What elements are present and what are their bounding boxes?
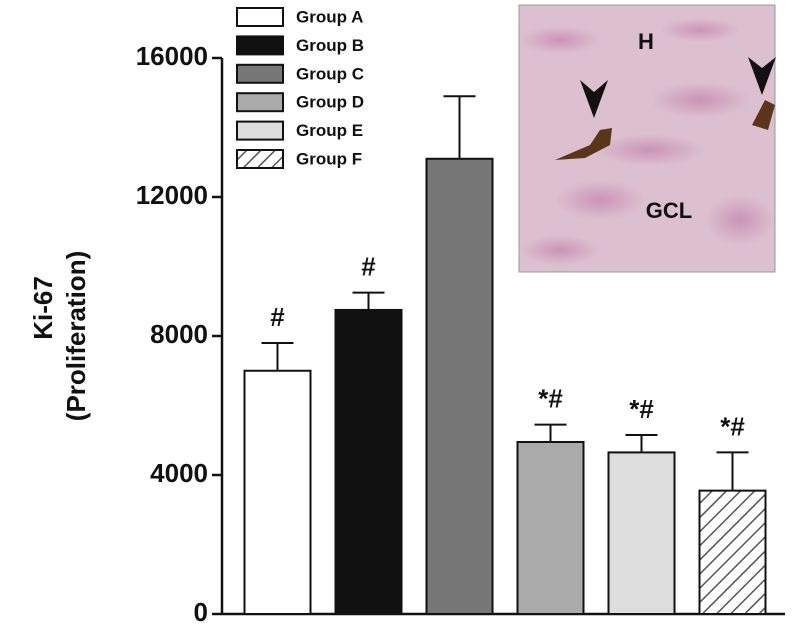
legend-swatch	[236, 35, 284, 56]
annotation: *#	[538, 383, 563, 413]
y-tick-label: 12000	[136, 180, 208, 210]
error-bar	[352, 291, 385, 310]
y-axis-label: (Proliferation)	[61, 251, 91, 421]
inset-label: H	[638, 29, 654, 54]
error-bar	[534, 423, 567, 442]
y-tick-label: 8000	[150, 319, 208, 349]
bar	[607, 451, 676, 615]
legend-label: Group C	[296, 64, 364, 83]
bar	[243, 369, 312, 615]
error-bar	[261, 341, 294, 371]
legend-swatch	[236, 7, 284, 27]
annotation: #	[270, 302, 285, 332]
legend-swatch	[236, 92, 284, 113]
error-bar	[625, 434, 658, 453]
error-bar	[443, 95, 476, 159]
inset-label: GCL	[646, 198, 692, 223]
legend-swatch	[236, 149, 284, 169]
legend-swatch	[236, 63, 284, 84]
legend-label: Group B	[296, 36, 364, 55]
y-tick-label: 16000	[136, 41, 208, 71]
bar	[698, 489, 767, 616]
annotation: *#	[720, 411, 745, 441]
legend-swatch	[236, 120, 284, 141]
bar	[425, 157, 494, 615]
legend-label: Group D	[296, 93, 364, 112]
bar	[516, 440, 585, 615]
legend-label: Group A	[296, 7, 363, 26]
annotation: *#	[629, 394, 654, 424]
y-tick-label: 0	[194, 597, 208, 627]
inset-image	[518, 4, 776, 273]
bar	[334, 308, 403, 615]
error-bar	[716, 451, 749, 491]
y-axis-label: Ki-67	[28, 276, 58, 340]
legend-label: Group F	[296, 149, 362, 168]
legend-label: Group E	[296, 121, 363, 140]
y-tick-label: 4000	[150, 458, 208, 488]
annotation: #	[361, 251, 376, 281]
